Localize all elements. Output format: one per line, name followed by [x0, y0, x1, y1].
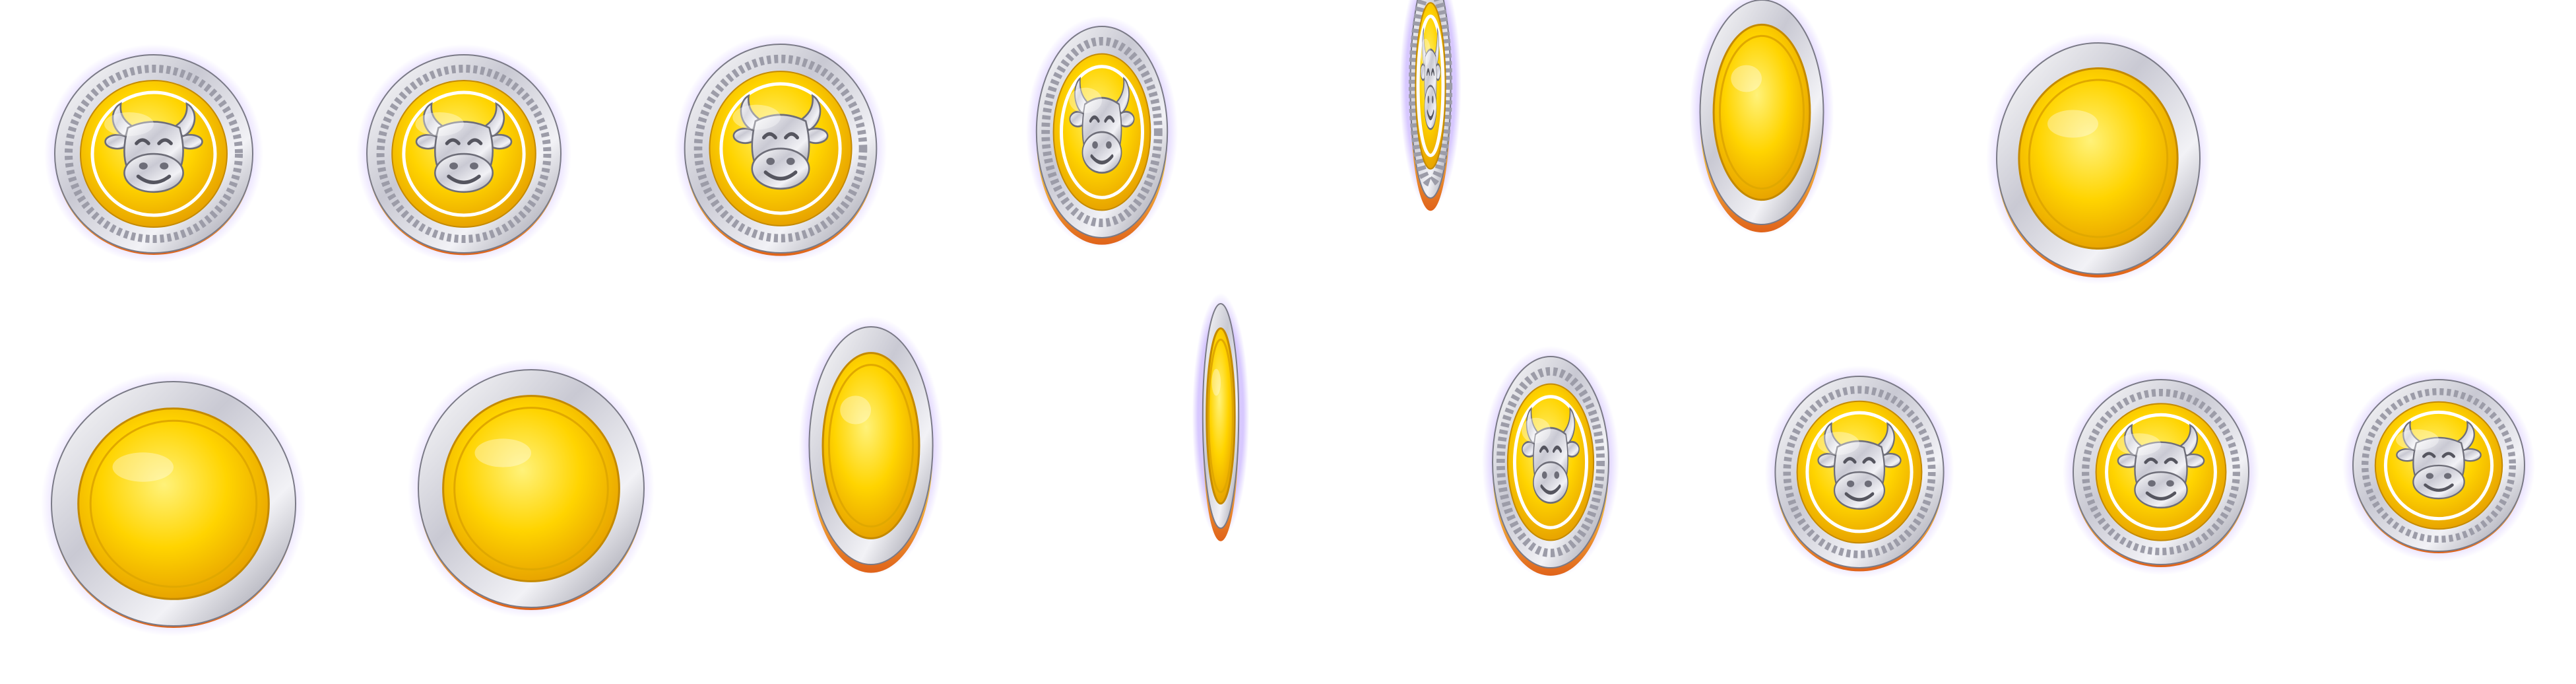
highlight: [415, 112, 464, 136]
coin-frame-10: [798, 316, 944, 575]
highlight: [2396, 429, 2439, 450]
gold-face: [442, 395, 620, 582]
greek-key-pattern: [1408, 0, 1453, 187]
coin-frame-5: [1400, 0, 1462, 211]
coin-frame-13: [1764, 366, 1954, 578]
inner-ring: [89, 419, 258, 588]
highlight: [1817, 432, 1859, 455]
inner-ring: [2383, 410, 2494, 521]
coin-frame-9: [408, 359, 655, 618]
greek-key-pattern: [2082, 388, 2240, 556]
highlight: [112, 452, 174, 482]
coin-frame-11: [1192, 293, 1250, 541]
gold-face: [2018, 67, 2179, 250]
greek-key-pattern: [1496, 366, 1605, 558]
coin-frame-4: [1025, 16, 1178, 248]
inner-ring: [719, 82, 842, 215]
highlight: [1069, 87, 1102, 114]
greek-key-pattern: [376, 65, 552, 243]
coin-frame-6: [1689, 0, 1834, 235]
highlight: [474, 438, 531, 467]
highlight: [104, 112, 154, 136]
greek-key-pattern: [1783, 386, 1936, 559]
inner-ring: [1416, 15, 1445, 157]
highlight: [2117, 433, 2161, 456]
highlight: [1731, 65, 1762, 92]
highlight: [1420, 38, 1431, 66]
coin-frame-15: [2342, 369, 2535, 562]
inner-ring: [90, 90, 217, 217]
highlight: [840, 395, 871, 425]
greek-key-pattern: [2361, 388, 2517, 543]
inner-ring: [1805, 411, 1914, 533]
inner-ring: [1059, 65, 1145, 199]
inner-ring: [1512, 395, 1589, 530]
coin-frame-2: [356, 44, 571, 263]
inner-ring: [402, 90, 526, 217]
inner-ring: [453, 407, 609, 570]
coin-frame-14: [2063, 369, 2259, 575]
coin-frame-3: [674, 34, 887, 263]
gold-face: [821, 352, 920, 539]
coin-frame-7: [1986, 32, 2210, 285]
greek-key-pattern: [1041, 36, 1163, 228]
coin-frame-1: [44, 44, 263, 263]
inner-ring: [1718, 34, 1805, 190]
highlight: [1211, 368, 1221, 396]
coin-frame-8: [41, 371, 306, 636]
inner-ring: [2028, 79, 2169, 238]
inner-ring: [2105, 413, 2217, 531]
greek-key-pattern: [65, 65, 243, 243]
highlight: [732, 104, 781, 130]
highlight: [1522, 417, 1551, 444]
gold-face: [1712, 23, 1811, 201]
inner-ring: [827, 364, 915, 528]
highlight: [2047, 110, 2098, 138]
gold-face: [1206, 327, 1236, 505]
coin-frame-12: [1482, 346, 1619, 578]
greek-key-pattern: [693, 54, 868, 243]
inner-ring: [1208, 338, 1234, 494]
gold-face: [77, 407, 270, 600]
